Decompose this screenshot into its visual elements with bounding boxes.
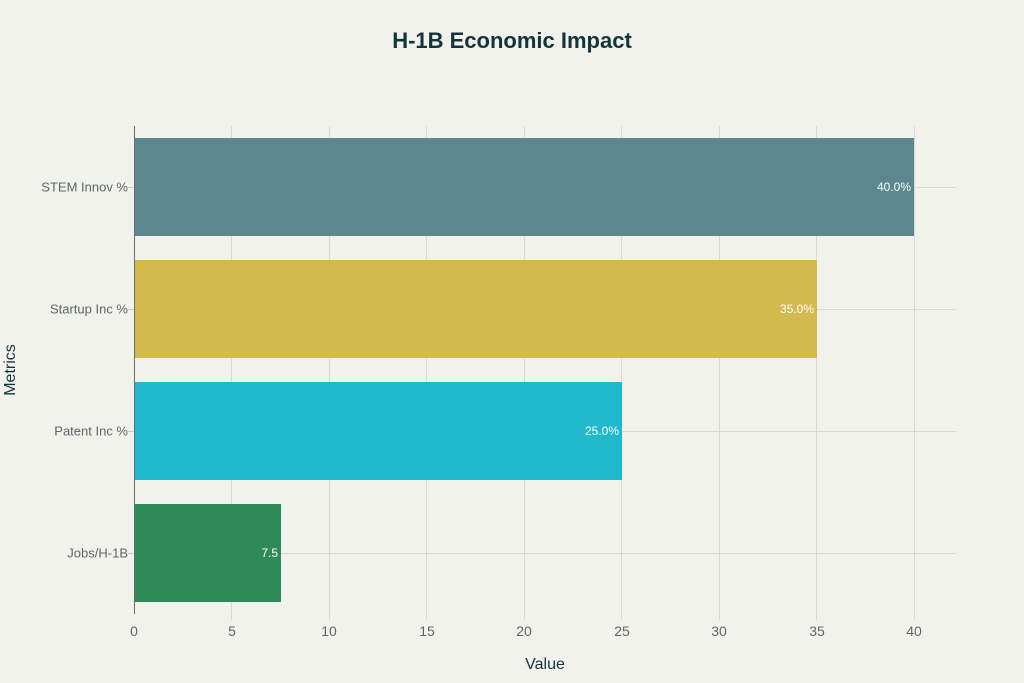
x-tick-label: 40 xyxy=(906,623,922,639)
x-tick-label: 5 xyxy=(228,623,236,639)
bar-stem-innov[interactable]: 40.0% xyxy=(134,138,914,236)
x-tick-label: 25 xyxy=(614,623,630,639)
y-category-label: Patent Inc % xyxy=(54,423,128,439)
y-category-label: Jobs/H-1B xyxy=(67,545,128,561)
gridline-x-30 xyxy=(719,126,720,620)
y-tick xyxy=(128,187,134,188)
x-tick-label: 30 xyxy=(711,623,727,639)
gridline-x-15 xyxy=(426,126,427,620)
bar-jobs-per-h1b[interactable]: 7.5 xyxy=(134,504,281,602)
y-tick xyxy=(128,553,134,554)
y-tick xyxy=(128,309,134,310)
x-tick-label: 10 xyxy=(321,623,337,639)
bar-value-label: 25.0% xyxy=(584,424,619,438)
gridline-y-3 xyxy=(134,553,956,554)
bar-value-label: 40.0% xyxy=(876,180,911,194)
gridline-x-5 xyxy=(231,126,232,620)
gridline-x-35 xyxy=(816,126,817,620)
y-tick xyxy=(128,431,134,432)
x-axis-title: Value xyxy=(525,656,565,673)
y-category-label: STEM Innov % xyxy=(41,179,128,195)
bar-value-label: 7.5 xyxy=(261,546,278,560)
x-tick-label: 35 xyxy=(809,623,825,639)
gridline-x-25 xyxy=(621,126,622,620)
y-axis-title: Metrics xyxy=(2,344,19,396)
bar-patent-inc[interactable]: 25.0% xyxy=(134,382,622,480)
chart-title: H-1B Economic Impact xyxy=(392,28,632,53)
gridline-x-10 xyxy=(329,126,330,620)
x-tick-label: 20 xyxy=(516,623,532,639)
y-axis-line xyxy=(134,126,135,614)
bar-startup-inc[interactable]: 35.0% xyxy=(134,260,817,358)
x-tick-label: 15 xyxy=(419,623,435,639)
y-category-label: Startup Inc % xyxy=(49,301,128,317)
gridline-x-20 xyxy=(524,126,525,620)
x-tick-label: 0 xyxy=(130,623,138,639)
gridline-x-40 xyxy=(914,126,915,620)
plot-area: 40.0% 35.0% 25.0% 7.5 xyxy=(134,126,956,620)
bar-value-label: 35.0% xyxy=(779,302,814,316)
